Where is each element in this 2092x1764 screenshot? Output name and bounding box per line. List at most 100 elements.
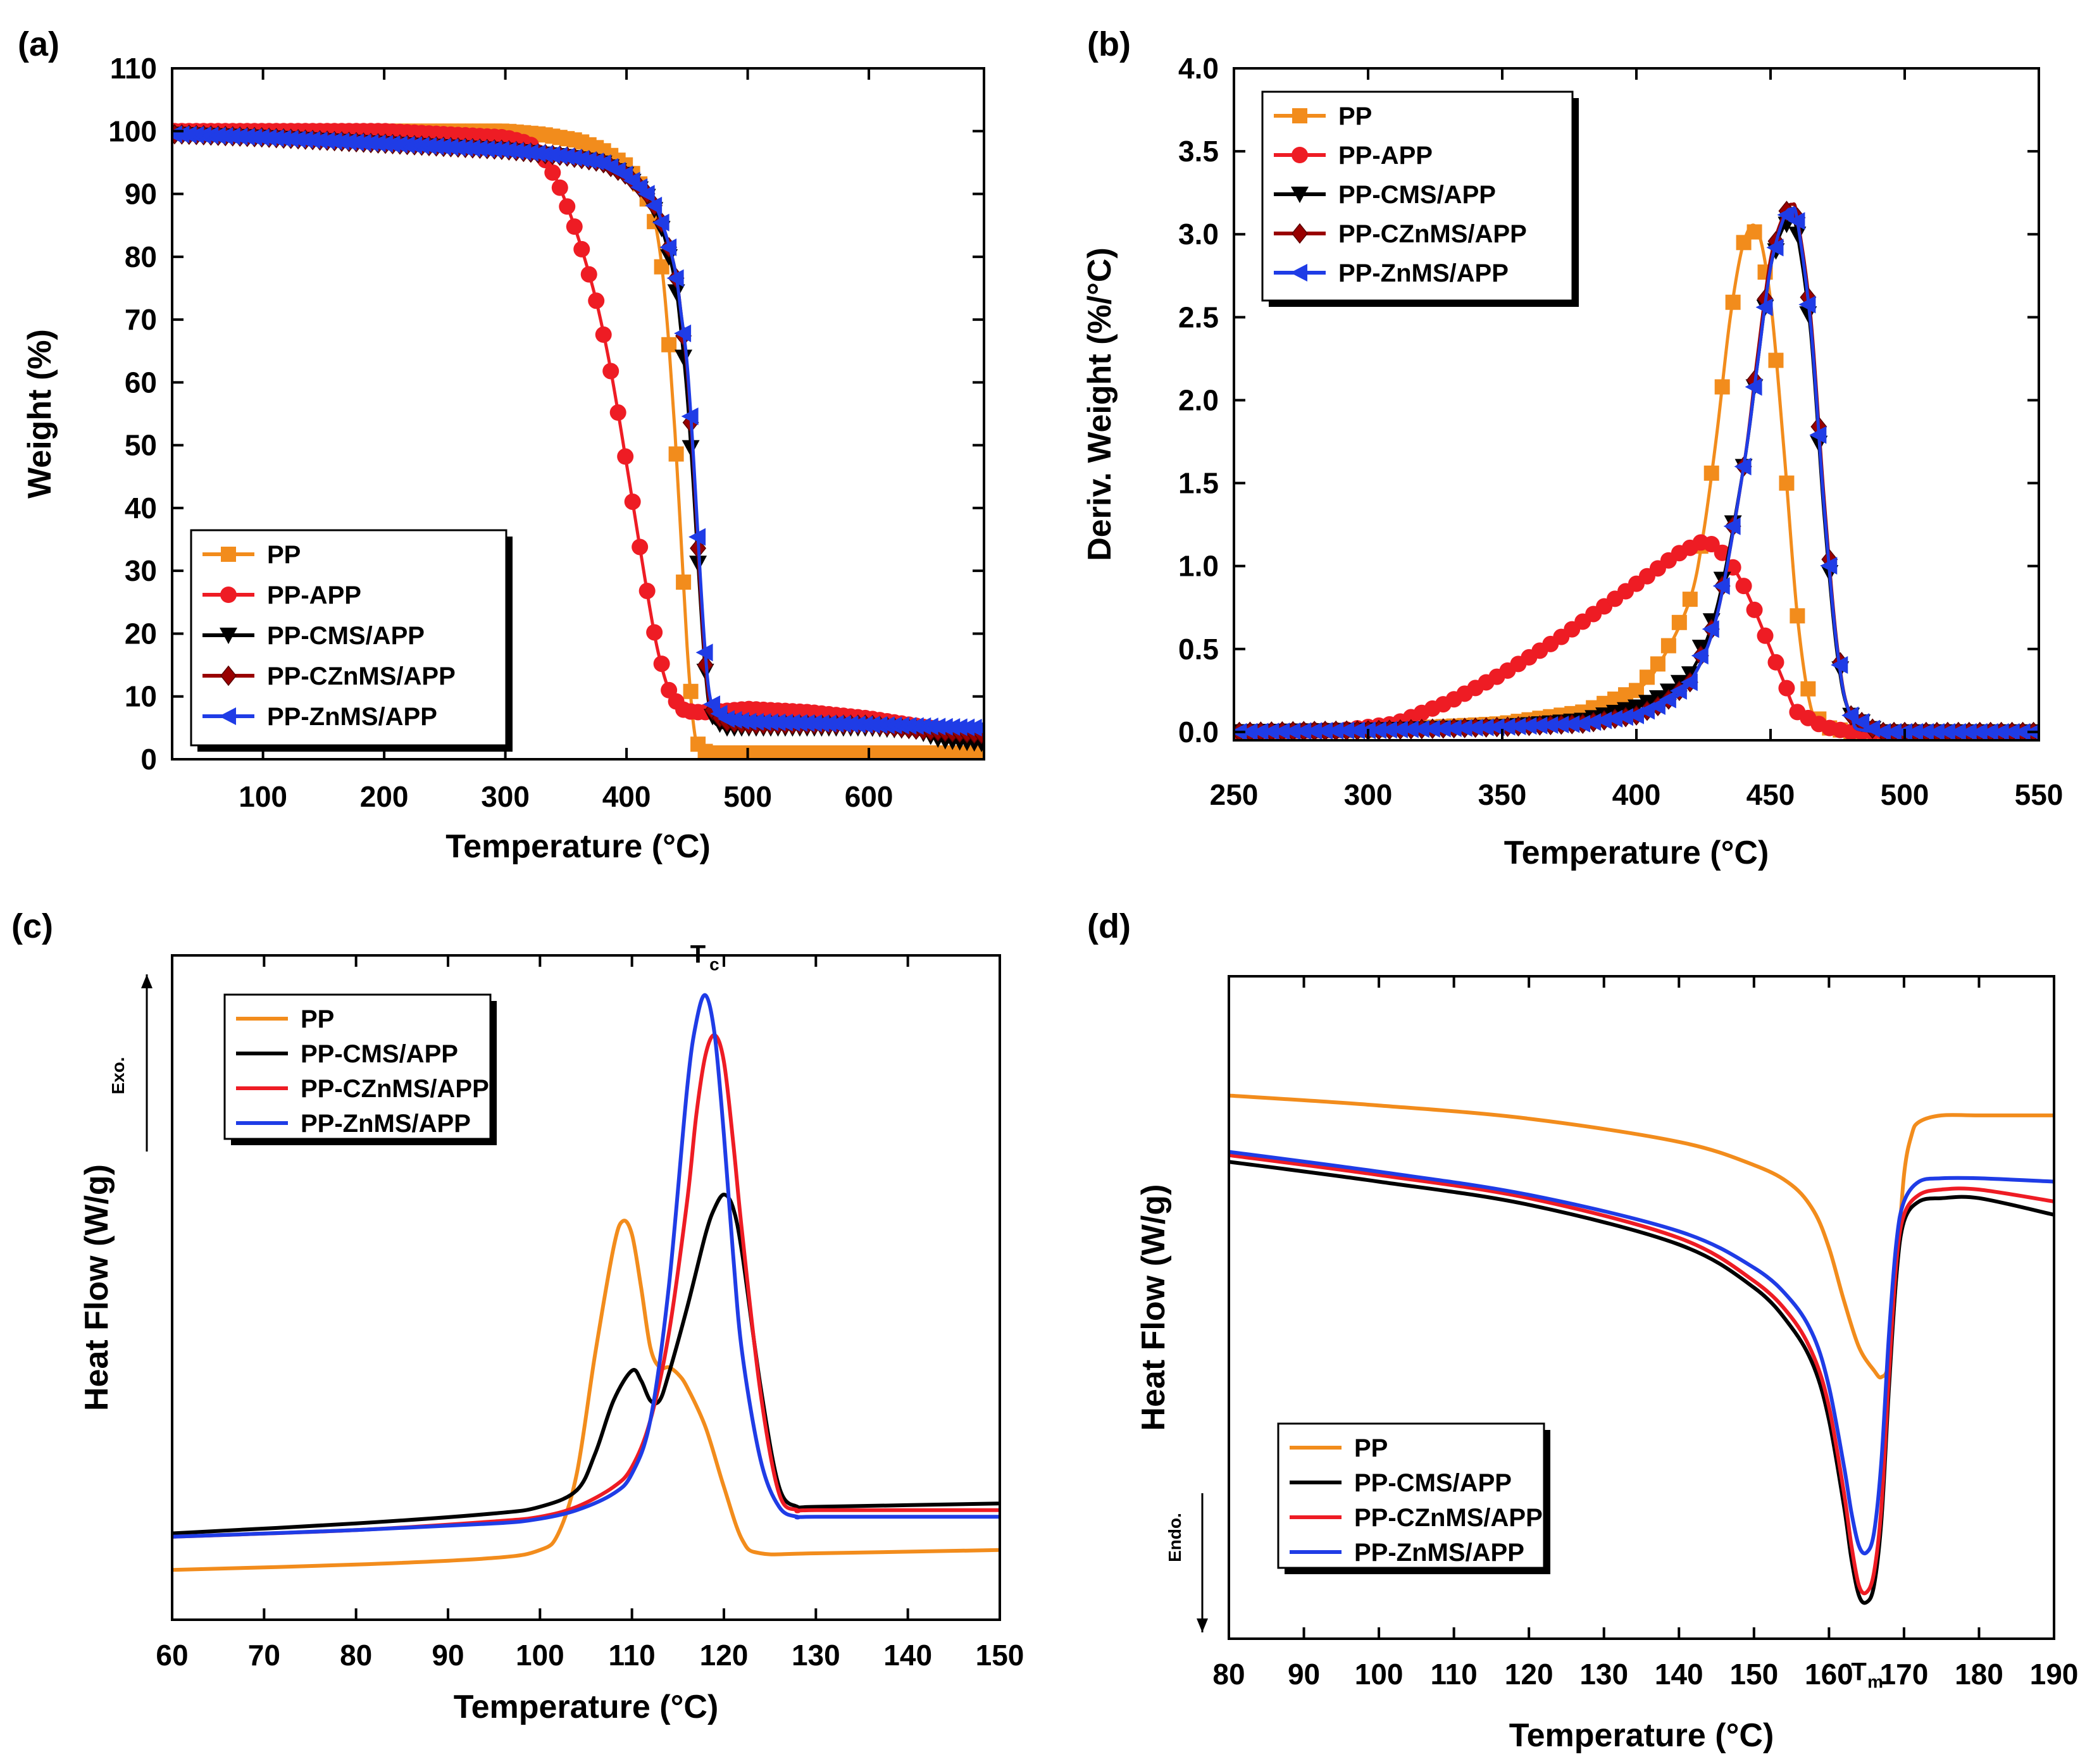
x-tick-label: 130 [1579,1658,1628,1691]
x-tick-label: 110 [1431,1658,1478,1691]
data-point [1379,721,1397,739]
data-point [1240,723,1258,740]
legend: PP PP-CMS/APP PP-CZnMS/APP PP-ZnMS/APP [1277,1422,1550,1574]
peak-annotation-sub: m [1867,1672,1883,1691]
data-point [1390,721,1408,739]
series-group [172,993,1000,1572]
data-point [551,179,568,196]
data-point [683,683,699,699]
x-tick-label: 200 [360,780,409,813]
series-line-0 [1229,1093,2054,1380]
data-point [681,407,699,425]
data-point [638,582,656,599]
chart-panel-a: (a) 100 200 300 400 500 600 0 10 20 30 40 50 60 70 80 90… [18,25,985,865]
data-point [559,198,576,215]
y-axis-title: Weight (%) [22,329,58,499]
data-point [1712,577,1730,595]
plot-frame [1228,975,2055,1640]
x-tick-label: 150 [1729,1658,1778,1691]
data-point [1487,718,1505,736]
series-line-3 [1229,1150,2054,1556]
data-point [2013,723,2031,740]
data-point [1455,719,1472,737]
data-point [506,142,524,160]
x-tick-label: 90 [1288,1658,1320,1691]
data-point [595,326,612,343]
data-point [1682,592,1698,607]
data-point [1714,379,1730,395]
series-line-2 [1229,1153,2054,1596]
data-point [580,266,597,283]
data-point [1735,578,1752,595]
legend-label: PP-APP [267,581,361,609]
legend-label: PP-ZnMS/APP [267,703,437,731]
y-tick-label: 0.5 [1178,633,1219,666]
data-point [1788,227,1807,244]
x-tick-label: 550 [2015,778,2064,811]
legend-label: PP [1354,1434,1388,1462]
x-tick-label: 400 [602,780,651,813]
legend-marker [220,665,237,686]
y-axis-title: Deriv. Weight (%/°C) [1081,247,1118,561]
y-axis-title: Heat Flow (W/g) [78,1164,115,1411]
legend-marker [1292,223,1308,244]
x-tick-label: 100 [1355,1658,1404,1691]
y-tick-label: 1.0 [1178,550,1219,583]
data-point [1671,614,1687,630]
data-point [1412,720,1429,738]
data-point [1788,212,1805,230]
x-tick-label: 120 [1505,1658,1553,1691]
legend-marker [220,628,237,644]
series-line-1 [172,1193,1000,1536]
legend-label: PP-CMS/APP [1338,181,1496,209]
data-point [609,404,626,421]
data-point [1863,719,1881,738]
x-tick-label: 160 [1805,1658,1853,1691]
data-point [688,528,706,546]
data-point [645,196,663,214]
data-point [624,493,641,510]
data-point [557,147,575,166]
x-tick-label: 500 [723,780,772,813]
data-point [637,185,655,203]
legend-label: PP-CZnMS/APP [1354,1504,1543,1532]
x-axis-title: Temperature (°C) [1504,835,1769,871]
legend-label: PP [1338,102,1372,130]
legend-box [190,529,507,747]
chart-panel-d: (d) 80 90 100 110 120 130 140 150 160 170 180 190 Tem… [1087,907,2078,1754]
legend-label: PP-CMS/APP [267,622,425,650]
data-point [718,710,735,728]
data-point [1283,722,1301,740]
peak-annotation: T [690,941,706,969]
data-point [544,164,561,181]
y-tick-label: 0.0 [1178,716,1219,748]
data-point [1605,709,1623,728]
data-point [550,146,568,165]
data-point [1444,719,1462,737]
data-point [535,145,553,163]
direction-label: Exo. [108,1057,128,1094]
chart-panel-c: (c) 60 70 80 90 100 110 120 130 140 150 Temperature… [11,907,1024,1725]
data-point [1970,723,1988,740]
data-point [543,146,561,164]
y-tick-label: 100 [108,115,157,147]
x-tick-label: 80 [1212,1658,1245,1691]
data-point [1433,719,1451,738]
data-point [2002,723,2020,740]
y-tick-label: 2.5 [1178,301,1219,333]
data-point [1798,295,1816,314]
y-tick-label: 60 [125,366,157,399]
data-point [1401,720,1419,738]
y-tick-label: 10 [125,680,157,713]
data-point [682,440,700,457]
data-point [1273,722,1290,740]
data-point [1316,722,1333,740]
data-point [1702,620,1719,638]
series-group [1229,1093,2054,1605]
data-point [1616,708,1634,726]
data-point [1639,669,1655,685]
data-point [1648,697,1666,715]
series-group [172,123,984,759]
y-axis-title: Heat Flow (W/g) [1135,1184,1172,1431]
data-point [1305,722,1323,740]
